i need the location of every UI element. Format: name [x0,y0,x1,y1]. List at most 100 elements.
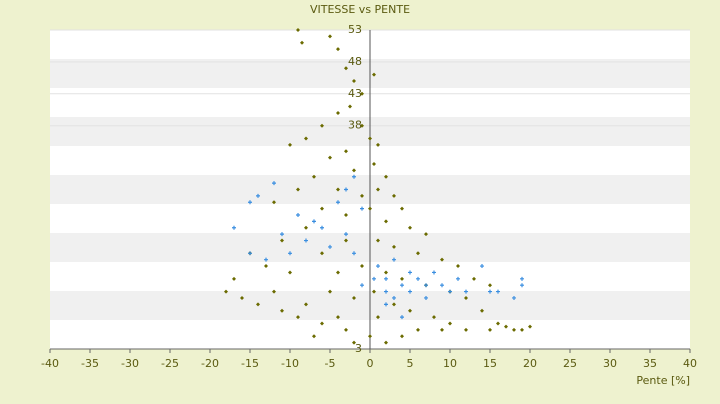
x-tick-label: 35 [643,357,657,370]
point [456,276,460,281]
point [488,327,492,332]
x-tick-label: 15 [483,357,497,370]
point [424,283,428,288]
point [376,264,380,269]
point [392,257,396,262]
point [392,295,396,300]
point [328,34,332,39]
point [472,276,476,281]
point [384,270,388,275]
point [384,276,388,281]
point [272,289,276,294]
x-tick-label: 10 [443,357,457,370]
point [456,264,460,269]
point [384,340,388,345]
point [392,302,396,307]
point [384,174,388,179]
point [416,251,420,256]
x-tick-label: -25 [161,357,179,370]
point [352,340,356,345]
point [300,40,304,45]
point [304,238,308,243]
point [344,232,348,237]
point [376,187,380,192]
point [328,289,332,294]
point [256,193,260,198]
point [360,264,364,269]
point [336,110,340,115]
point [296,315,300,320]
point [296,28,300,32]
point [384,219,388,224]
point [336,200,340,205]
point [448,289,452,294]
point [376,315,380,320]
point [336,187,340,192]
point [304,302,308,307]
point [336,47,340,52]
point [496,321,500,326]
point [328,155,332,160]
y-tick-label: 3 [355,342,362,355]
point [360,283,364,288]
x-tick-label: -20 [201,357,219,370]
point [496,289,500,294]
point [280,232,284,237]
point [264,264,268,269]
point [304,136,308,141]
point [368,206,372,211]
x-tick-label: -35 [81,357,99,370]
x-tick-label: 0 [367,357,374,370]
point [432,270,436,275]
point [344,213,348,218]
point [360,123,364,128]
point [344,66,348,71]
point [512,327,516,332]
point [488,289,492,294]
point [312,334,316,339]
point [248,251,252,256]
point [348,104,352,109]
point [232,225,236,230]
point [520,327,524,332]
point [372,161,376,166]
point [440,257,444,262]
point [384,302,388,307]
point [504,324,508,329]
point [360,206,364,211]
chart-title: VITESSE vs PENTE [310,3,410,16]
point [400,283,404,288]
point [344,327,348,332]
x-tick-label: -10 [281,357,299,370]
point [512,295,516,300]
point [264,257,268,262]
y-tick-label: 38 [348,119,362,132]
point [296,187,300,192]
point [440,327,444,332]
point [376,238,380,243]
point [392,193,396,198]
point [424,232,428,237]
point [288,142,292,147]
point [368,334,372,339]
point [336,270,340,275]
x-tick-label: -15 [241,357,259,370]
point [344,238,348,243]
x-tick-label: 30 [603,357,617,370]
point [400,315,404,320]
point [408,270,412,275]
point [352,168,356,173]
point [432,315,436,320]
point [224,289,228,294]
point [272,181,276,186]
x-axis-label: Pente [%] [636,374,690,387]
point [424,295,428,300]
point [296,213,300,218]
point [320,321,324,326]
x-tick-label: -30 [121,357,139,370]
y-tick-label: 48 [348,55,362,68]
point [320,123,324,128]
point [320,225,324,230]
point [304,225,308,230]
